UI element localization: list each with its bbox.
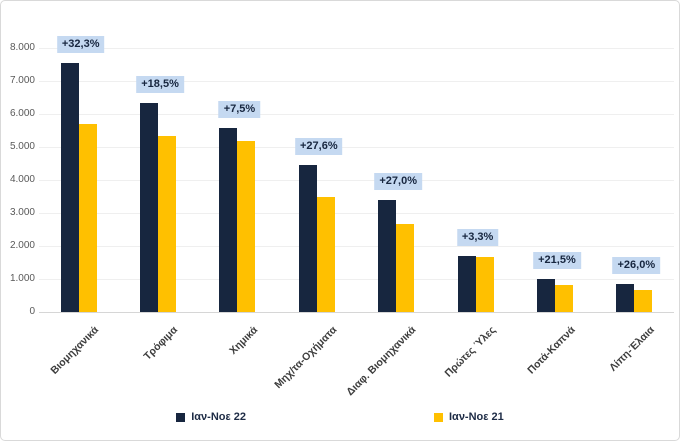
bar-Ιαν-Νοε-21-3 xyxy=(316,196,335,312)
y-axis-tick-label: 0 xyxy=(29,306,35,317)
category-label: Βιομηχανικά xyxy=(48,324,102,377)
bar-Ιαν-Νοε-22-6 xyxy=(536,278,555,312)
percent-change-badge: +21,5% xyxy=(533,251,581,269)
legend-swatch-yellow xyxy=(434,413,443,422)
percent-change-badge: +27,6% xyxy=(295,138,343,156)
bar-Ιαν-Νοε-21-4 xyxy=(396,223,415,312)
legend-label: Ιαν-Νοε 21 xyxy=(449,411,504,423)
y-axis-tick-label: 8.000 xyxy=(9,42,35,53)
category-label: Πρώτες Ύλες xyxy=(442,324,499,380)
y-axis-tick-label: 7.000 xyxy=(9,75,35,86)
y-axis-tick-label: 6.000 xyxy=(9,108,35,119)
y-axis-tick-label: 4.000 xyxy=(9,174,35,185)
bar-Ιαν-Νοε-22-1 xyxy=(140,103,159,312)
bar-Ιαν-Νοε-22-2 xyxy=(219,127,238,312)
y-axis-tick-label: 1.000 xyxy=(9,273,35,284)
bar-Ιαν-Νοε-22-0 xyxy=(60,62,79,312)
category-label: Λίπη-Έλαια xyxy=(607,324,657,374)
legend-label: Ιαν-Νοε 22 xyxy=(191,411,246,423)
gridline xyxy=(39,312,674,313)
percent-change-badge: +27,0% xyxy=(374,173,422,191)
bar-Ιαν-Νοε-22-3 xyxy=(298,165,317,312)
category-label: Ποτά-Καπνά xyxy=(524,324,578,377)
bar-Ιαν-Νοε-21-0 xyxy=(78,123,97,312)
bar-Ιαν-Νοε-21-7 xyxy=(634,290,653,312)
bar-Ιαν-Νοε-21-2 xyxy=(237,140,256,312)
category-label: Χημικά xyxy=(226,324,260,358)
bar-Ιαν-Νοε-22-5 xyxy=(457,255,476,312)
gridline xyxy=(39,114,674,115)
gridline xyxy=(39,147,674,148)
percent-change-badge: +32,3% xyxy=(56,35,105,53)
bar-Ιαν-Νοε-21-1 xyxy=(158,136,177,312)
bar-Ιαν-Νοε-21-5 xyxy=(475,257,494,312)
gridline xyxy=(39,81,674,82)
gridline xyxy=(39,213,674,214)
percent-change-badge: +7,5% xyxy=(218,100,261,118)
bar-Ιαν-Νοε-21-6 xyxy=(554,284,573,312)
category-label: Τρόφιμα xyxy=(141,324,181,363)
gridline xyxy=(39,246,674,247)
y-axis-tick-label: 3.000 xyxy=(9,207,35,218)
legend: Ιαν-Νοε 22 Ιαν-Νοε 21 xyxy=(1,411,679,424)
gridline xyxy=(39,48,674,49)
percent-change-badge: +3,3% xyxy=(456,228,499,246)
bar-Ιαν-Νοε-22-7 xyxy=(616,284,635,312)
legend-swatch-navy xyxy=(176,413,186,422)
legend-item-ian-noe-21: Ιαν-Νοε 21 xyxy=(434,411,504,424)
gridline xyxy=(39,180,674,181)
legend-item-ian-noe-22: Ιαν-Νοε 22 xyxy=(176,411,246,424)
gridline xyxy=(39,279,674,280)
percent-change-badge: +26,0% xyxy=(612,257,661,275)
y-axis-tick-label: 2.000 xyxy=(9,240,35,251)
category-label: Μηχ/τα-Οχήματα xyxy=(272,324,340,392)
percent-change-badge: +18,5% xyxy=(136,76,184,94)
bar-Ιαν-Νοε-22-4 xyxy=(378,200,397,312)
category-label: Διαφ. Βιομηχανικά xyxy=(344,324,419,399)
y-axis-tick-label: 5.000 xyxy=(9,141,35,152)
